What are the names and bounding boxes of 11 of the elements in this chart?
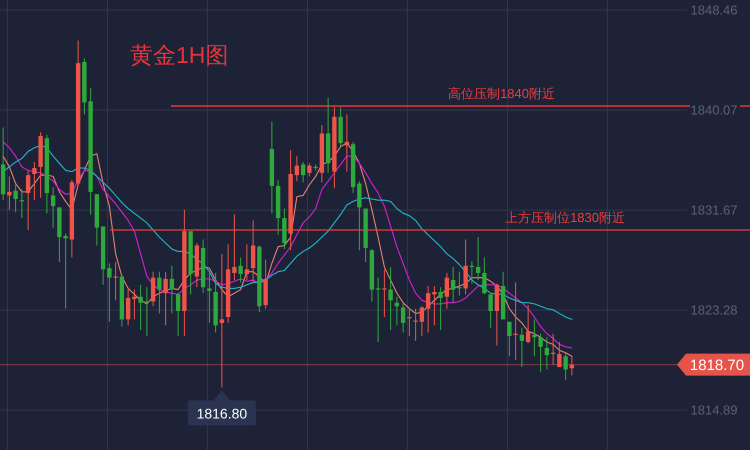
y-tick-label: 1848.46 [690, 2, 738, 18]
y-tick-label: 1831.67 [690, 202, 738, 218]
ref-line-label: 高位压制1840附近 [448, 86, 555, 102]
y-tick-label: 1840.07 [690, 102, 738, 118]
ref-line-label: 上方压制位1830附近 [505, 210, 625, 226]
ref-line-label: 1818.70 [690, 357, 744, 374]
annotation: 1816.80 [196, 405, 248, 422]
annotation: 1816.80 [188, 390, 256, 426]
y-tick-label: 1814.89 [690, 402, 738, 418]
title: 黄金1H图 [130, 42, 228, 68]
y-tick-label: 1823.28 [690, 302, 738, 318]
